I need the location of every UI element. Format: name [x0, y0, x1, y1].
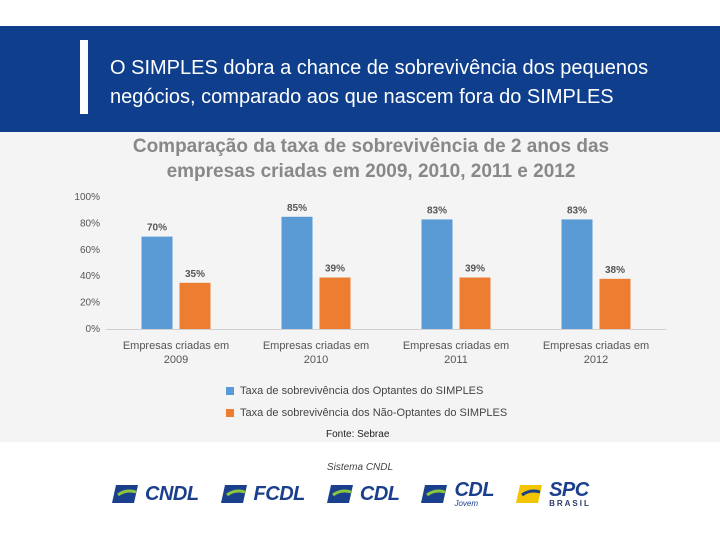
data-label: 39%: [465, 264, 485, 275]
bar-nao-optantes: [179, 282, 211, 329]
x-tick-label: Empresas criadas em: [263, 340, 369, 352]
page-title-line-2: negócios, comparado aos que nascem fora …: [110, 86, 614, 108]
spc-brasil-logo-text-group: SPC BRASIL: [549, 480, 591, 508]
data-label: 39%: [325, 264, 345, 275]
x-tick-label: 2012: [584, 354, 608, 366]
bar-optantes: [141, 236, 173, 329]
x-tick-label: 2010: [304, 354, 328, 366]
cdl-logo-text: CDL: [359, 482, 400, 505]
page-title-line-1: O SIMPLES dobra a chance de sobrevivênci…: [110, 57, 649, 79]
page-title: O SIMPLES dobra a chance de sobrevivênci…: [110, 54, 710, 112]
cdl-jovem-logo-text-group: CDL Jovem: [454, 480, 494, 508]
bar-optantes: [421, 219, 453, 329]
footer-subtitle: Sistema CNDL: [326, 462, 394, 473]
x-tick-label: 2011: [444, 354, 468, 366]
cndl-logo-text: CNDL: [145, 482, 199, 505]
legend-label-optantes: Taxa de sobrevivência dos Optantes do SI…: [240, 385, 484, 397]
cdl-jovem-logo-subtext: Jovem: [454, 499, 479, 508]
y-tick-label: 100%: [74, 192, 100, 203]
fcdl-logo: FCDL: [220, 481, 306, 507]
y-tick-label: 20%: [80, 298, 100, 309]
data-label: 83%: [427, 205, 447, 216]
legend-item-optantes: Taxa de sobrevivência dos Optantes do SI…: [226, 382, 507, 400]
bar-chart: 0% 20% 40% 60% 80% 100% 70% 35% Empresas criadas…: [74, 192, 666, 366]
cdl-logo: CDL: [326, 481, 400, 507]
header-accent-bar: [80, 40, 88, 114]
fcdl-logo-text: FCDL: [253, 482, 306, 505]
chart-title-line-2: empresas criadas em 2009, 2010, 2011 e 2…: [166, 161, 576, 182]
y-tick-label: 80%: [80, 218, 100, 229]
data-label: 83%: [567, 205, 587, 216]
cdl-logo-icon: [326, 485, 353, 503]
bar-nao-optantes: [319, 277, 351, 329]
data-label: 85%: [287, 203, 307, 214]
bar-nao-optantes: [459, 277, 491, 329]
header-banner: O SIMPLES dobra a chance de sobrevivênci…: [0, 26, 720, 132]
spc-brasil-logo-subtext: BRASIL: [549, 499, 591, 508]
legend-swatch-optantes: [226, 387, 234, 395]
spc-brasil-logo: SPC BRASIL: [516, 480, 591, 508]
legend-item-nao-optantes: Taxa de sobrevivência dos Não-Optantes d…: [226, 404, 507, 422]
chart-legend: Taxa de sobrevivência dos Optantes do SI…: [226, 382, 507, 426]
bar-optantes: [281, 216, 313, 329]
fcdl-logo-icon: [220, 485, 247, 503]
x-tick-label: Empresas criadas em: [123, 340, 229, 352]
spc-brasil-logo-text: SPC: [549, 479, 589, 501]
cndl-logo-icon: [112, 485, 138, 503]
x-tick-label: Empresas criadas em: [403, 340, 509, 352]
y-tick-label: 0%: [86, 324, 101, 335]
cdl-jovem-logo: CDL Jovem: [421, 480, 495, 508]
legend-label-nao-optantes: Taxa de sobrevivência dos Não-Optantes d…: [240, 407, 508, 419]
x-tick-label: Empresas criadas em: [543, 340, 649, 352]
logo-row: CNDL FCDL CDL CDL Jovem SPC BRASIL: [112, 480, 613, 508]
bar-optantes: [561, 219, 593, 329]
source-note: Fonte: Sebrae: [326, 429, 390, 440]
cdl-jovem-logo-text: CDL: [454, 479, 495, 501]
bar-nao-optantes: [599, 278, 631, 329]
cdl-jovem-logo-icon: [421, 485, 448, 503]
data-label: 70%: [147, 223, 167, 234]
spc-brasil-logo-icon: [516, 485, 543, 503]
data-label: 35%: [185, 269, 205, 280]
data-label: 38%: [605, 265, 625, 276]
legend-swatch-nao-optantes: [226, 409, 234, 417]
x-tick-label: 2009: [164, 354, 188, 366]
cndl-logo: CNDL: [112, 481, 199, 507]
chart-title-line-1: Comparação da taxa de sobrevivência de 2…: [132, 136, 610, 157]
y-tick-label: 40%: [80, 271, 100, 282]
y-tick-label: 60%: [80, 245, 100, 256]
chart-title: Comparação da taxa de sobrevivência de 2…: [0, 134, 720, 184]
